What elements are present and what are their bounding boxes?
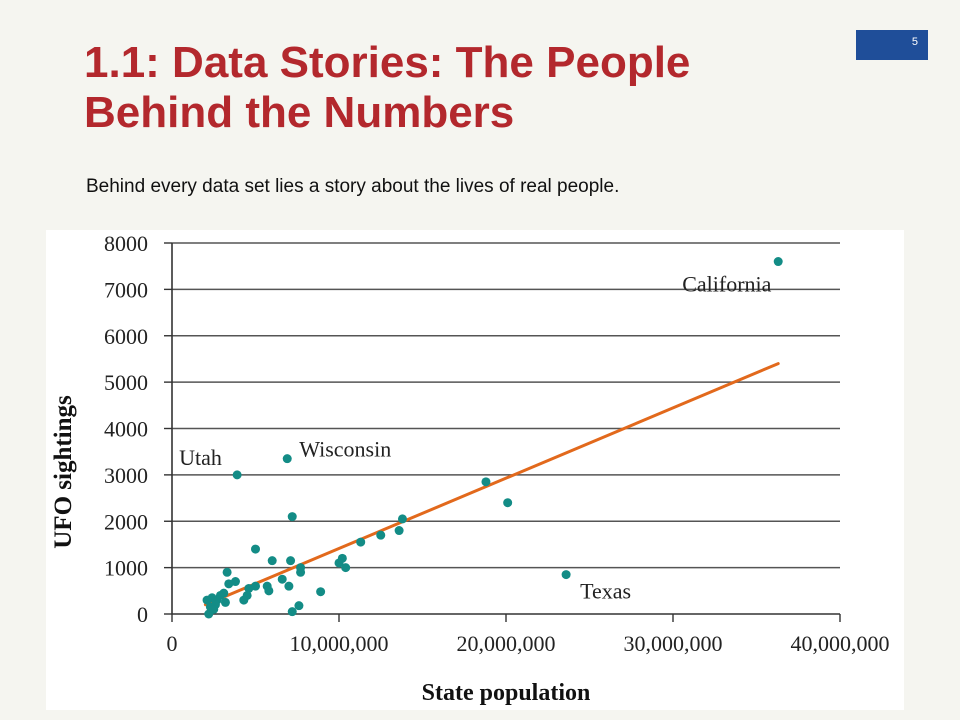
chart-svg: 0 1000 2000 3000 4000 5000 6000 7000 8000 0 10,00…	[50, 231, 890, 706]
data-point	[287, 607, 297, 617]
trend-line	[203, 362, 780, 607]
x-tick-label: 0	[167, 631, 178, 656]
y-axis-label: UFO sightings	[50, 395, 77, 549]
data-point	[316, 587, 326, 597]
point-labels: California Texas Wisconsin Utah	[179, 272, 772, 604]
x-tick-label: 40,000,000	[791, 631, 890, 656]
data-point	[287, 512, 297, 522]
data-point	[356, 537, 366, 547]
point-label-wisconsin: Wisconsin	[299, 437, 391, 462]
data-point	[264, 586, 274, 596]
gridlines	[172, 242, 840, 569]
data-point	[481, 477, 491, 487]
y-tick-label: 8000	[104, 231, 148, 256]
x-tick-label: 10,000,000	[290, 631, 389, 656]
data-point	[277, 574, 287, 584]
data-point	[397, 514, 407, 524]
data-point	[341, 563, 351, 573]
data-point	[394, 526, 404, 536]
y-tick-label: 1000	[104, 556, 148, 581]
y-tick-label: 4000	[104, 417, 148, 442]
x-tick-label: 20,000,000	[457, 631, 556, 656]
y-tick-label: 0	[137, 602, 148, 627]
scatter-chart: 0 1000 2000 3000 4000 5000 6000 7000 8000 0 10,00…	[46, 230, 904, 710]
data-point-california	[773, 257, 783, 267]
x-axis-label: State population	[422, 680, 591, 706]
data-points	[202, 257, 783, 619]
x-tick-label: 30,000,000	[624, 631, 723, 656]
data-point	[503, 498, 513, 508]
trend-line-group	[203, 362, 780, 607]
y-tick-label: 5000	[104, 370, 148, 395]
data-point	[224, 579, 234, 589]
y-tick-label: 2000	[104, 509, 148, 534]
data-point	[239, 595, 249, 605]
data-point	[244, 583, 254, 593]
slide-subtitle: Behind every data set lies a story about…	[86, 176, 620, 197]
data-point	[202, 595, 212, 605]
slide-number-label: 5	[911, 36, 918, 48]
data-point	[294, 601, 304, 611]
axes	[164, 242, 841, 622]
data-point	[284, 581, 294, 591]
data-point	[222, 567, 232, 577]
data-point	[286, 556, 296, 566]
x-tick-labels: 0 10,000,000 20,000,000 30,000,000 40,000,00…	[167, 631, 890, 656]
slide-number: 5	[856, 30, 928, 60]
data-point	[296, 567, 306, 577]
data-point	[334, 558, 344, 568]
point-label-texas: Texas	[580, 579, 631, 604]
slide-title: 1.1: Data Stories: The People Behind the…	[84, 38, 691, 137]
point-label-utah: Utah	[179, 445, 222, 470]
data-point	[251, 544, 260, 554]
y-tick-label: 7000	[104, 277, 148, 302]
data-point	[267, 556, 277, 566]
point-label-california: California	[682, 272, 771, 297]
y-tick-labels: 0 1000 2000 3000 4000 5000 6000 7000 8000	[104, 231, 148, 627]
y-tick-label: 6000	[104, 324, 148, 349]
data-point-utah	[232, 470, 242, 480]
data-point-wisconsin	[282, 454, 292, 464]
y-tick-label: 3000	[104, 463, 148, 488]
data-point	[376, 530, 386, 540]
data-point-texas	[561, 570, 571, 580]
data-point	[220, 597, 230, 607]
data-point	[209, 604, 219, 614]
